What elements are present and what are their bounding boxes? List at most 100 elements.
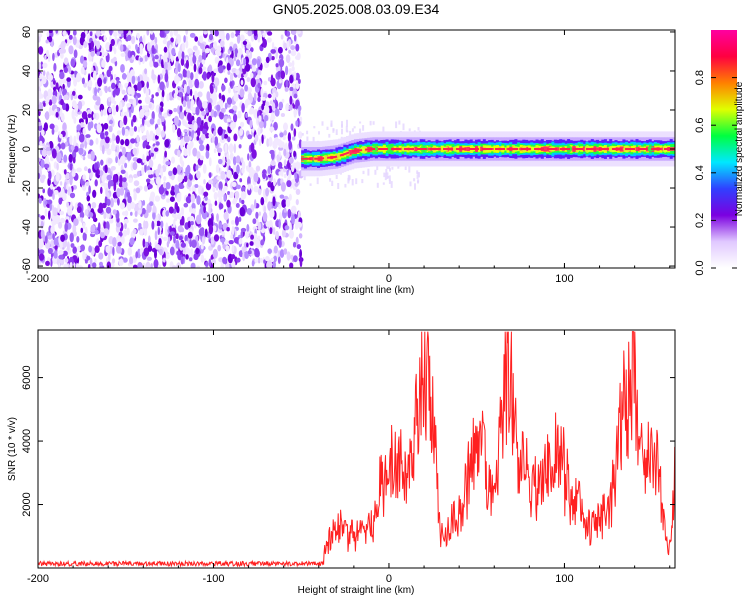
noise-cell <box>142 141 146 149</box>
noise-cell <box>288 62 293 67</box>
noise-cell <box>262 96 266 101</box>
noise-cell <box>70 93 74 101</box>
noise-cell <box>190 262 196 268</box>
noise-cell <box>151 74 157 81</box>
noise-cell <box>132 161 138 171</box>
noise-cell <box>198 185 203 195</box>
noise-cell <box>283 159 287 167</box>
noise-cell <box>416 170 419 174</box>
noise-cell <box>230 254 236 260</box>
noise-cell <box>158 214 162 221</box>
noise-cell <box>121 126 126 136</box>
noise-cell <box>116 235 121 243</box>
noise-cell <box>269 100 273 105</box>
noise-cell <box>39 73 43 80</box>
noise-cell <box>63 57 69 65</box>
noise-cell <box>235 155 241 164</box>
noise-cell <box>256 74 260 80</box>
noise-cell <box>275 220 279 227</box>
noise-cell <box>168 109 173 115</box>
noise-cell <box>40 159 45 168</box>
noise-cell <box>169 231 175 236</box>
noise-cell <box>56 162 59 171</box>
noise-cell <box>245 112 248 118</box>
noise-cell <box>154 230 158 241</box>
noise-cell <box>126 103 131 108</box>
noise-cell <box>80 31 86 40</box>
noise-cell <box>349 130 352 136</box>
noise-cell <box>88 245 92 253</box>
noise-cell <box>208 115 213 123</box>
noise-cell <box>228 87 231 94</box>
noise-cell <box>92 94 98 101</box>
noise-cell <box>72 246 77 254</box>
noise-cell <box>269 208 275 219</box>
colorbar-tick-label: 0.8 <box>694 70 706 85</box>
noise-cell <box>180 242 186 248</box>
noise-cell <box>389 168 391 172</box>
noise-cell <box>92 262 97 268</box>
noise-cell <box>203 191 209 197</box>
noise-cell <box>220 100 224 109</box>
noise-cell <box>235 216 239 226</box>
noise-cell <box>180 207 185 216</box>
noise-cell <box>294 182 299 187</box>
noise-cell <box>131 54 135 61</box>
noise-cell <box>100 186 103 194</box>
noise-cell <box>195 164 199 171</box>
noise-cell <box>196 195 201 206</box>
noise-cell <box>190 61 194 67</box>
noise-cell <box>213 130 217 137</box>
noise-cell <box>255 165 261 172</box>
noise-cell <box>127 34 132 42</box>
noise-cell <box>183 83 187 94</box>
noise-cell <box>80 244 85 252</box>
noise-cell <box>279 132 284 138</box>
spectrogram-y-ticks: 60 40 20 0 -20 -40 -60 <box>21 26 675 274</box>
noise-cell <box>89 257 93 267</box>
noise-cell <box>90 225 96 231</box>
noise-cell <box>230 220 235 225</box>
noise-cell <box>198 54 203 63</box>
noise-cell <box>100 30 106 35</box>
y-tick-label: -60 <box>21 258 33 274</box>
noise-cell <box>174 74 180 85</box>
noise-cell <box>275 91 279 98</box>
noise-cell <box>163 46 168 53</box>
noise-cell <box>201 236 206 245</box>
noise-cell <box>226 169 232 179</box>
noise-cell <box>126 227 130 236</box>
noise-cell <box>112 209 117 215</box>
noise-cell <box>409 181 412 187</box>
noise-cell <box>201 74 205 79</box>
noise-cell <box>228 143 234 154</box>
noise-cell <box>239 197 242 203</box>
noise-cell <box>160 130 166 138</box>
noise-cell <box>117 241 122 247</box>
noise-cell <box>75 43 80 48</box>
noise-cell <box>100 182 107 187</box>
noise-cell <box>242 40 248 46</box>
noise-cell <box>64 222 68 232</box>
noise-cell <box>295 236 299 245</box>
noise-cell <box>38 197 42 204</box>
noise-cell <box>231 181 237 188</box>
noise-cell <box>180 57 185 66</box>
noise-cell <box>57 107 60 113</box>
noise-cell <box>50 183 54 190</box>
noise-cell <box>60 217 65 224</box>
noise-cell <box>168 206 174 214</box>
noise-cell <box>48 99 53 106</box>
noise-cell <box>185 59 189 69</box>
noise-cell <box>230 122 235 131</box>
noise-cell <box>414 183 416 190</box>
noise-cell <box>139 46 143 55</box>
noise-cell <box>43 102 46 107</box>
noise-cell <box>268 136 273 147</box>
noise-cell <box>38 78 43 87</box>
noise-cell <box>73 145 79 153</box>
noise-cell <box>42 62 48 69</box>
noise-cell <box>44 54 47 61</box>
noise-cell <box>346 130 349 133</box>
noise-cell <box>285 54 291 64</box>
